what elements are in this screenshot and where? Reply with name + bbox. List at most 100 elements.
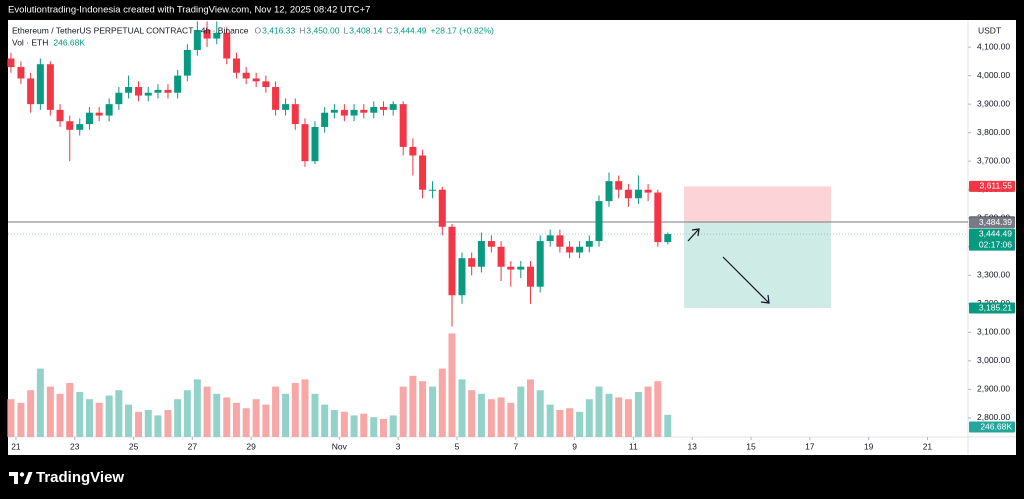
price-tag	[969, 217, 1015, 229]
candle-body	[76, 124, 84, 130]
candle-body	[174, 75, 182, 93]
candle-body	[203, 29, 211, 39]
y-tick-label: 3,800.00	[977, 127, 1010, 137]
candle-body	[399, 104, 407, 147]
candle-body	[46, 64, 54, 110]
candle-body	[576, 246, 584, 253]
candle-body	[311, 126, 319, 162]
volume-bar	[419, 381, 427, 437]
price-tags: 3,611.553,486.883,484.393,444.4902:17:06…	[969, 181, 1015, 433]
x-tick-label: 27	[188, 441, 198, 451]
candle-body	[330, 109, 338, 113]
candle-body	[301, 124, 309, 162]
candle-body	[585, 241, 593, 247]
top-bar-text: Evolutiontrading-Indonesia created with …	[8, 5, 370, 16]
x-tick-label: 3	[396, 441, 401, 451]
volume-bar	[399, 386, 407, 437]
candle-body	[526, 266, 534, 287]
y-tick-label: 3,000.00	[977, 355, 1010, 365]
candle-body	[164, 89, 172, 93]
volume-bar	[125, 404, 133, 437]
candle-body	[419, 155, 427, 190]
ohlc-key: H	[299, 25, 305, 35]
ohlc-key: O	[255, 25, 262, 35]
volume-bar	[350, 415, 358, 437]
price-tag-label: 3,611.55	[980, 181, 1013, 191]
volume-bar	[27, 390, 35, 437]
arrow-line	[687, 229, 699, 242]
countdown: 02:17:06	[979, 239, 1012, 249]
chart-background	[8, 20, 1016, 455]
candle-body	[487, 241, 495, 247]
volume-bar	[468, 390, 476, 437]
candle-body	[66, 121, 74, 130]
candle-body	[536, 241, 544, 287]
price-tag	[969, 180, 1015, 192]
candle-body	[262, 81, 270, 88]
volume-bar	[360, 413, 368, 437]
candle-body	[546, 235, 554, 242]
volume-bar	[477, 393, 485, 437]
candle-body	[644, 189, 652, 193]
volume-bar	[232, 402, 240, 437]
symbol-title: Ethereum / TetherUS PERPETUAL CONTRACT ·…	[12, 25, 249, 35]
x-tick-label: 15	[746, 441, 756, 451]
candle-body	[144, 92, 152, 96]
x-tick-label: 29	[246, 441, 256, 451]
volume-bar	[242, 408, 250, 437]
candle-body	[17, 67, 25, 79]
candle-body	[438, 189, 446, 227]
y-tick-label: 3,700.00	[977, 155, 1010, 165]
volume-bar	[85, 399, 93, 437]
volume-bar	[429, 386, 437, 437]
x-tick-label: 9	[572, 441, 577, 451]
candle-body	[389, 104, 397, 110]
candle-body	[232, 58, 240, 73]
volume-bar	[76, 392, 84, 437]
volume-bar	[105, 395, 113, 437]
y-tick-label: 4,000.00	[977, 70, 1010, 80]
candle-body	[252, 78, 260, 82]
volume-bar	[95, 402, 103, 437]
candle-body	[379, 106, 387, 110]
volume-bar	[174, 399, 182, 437]
volume-bar	[624, 399, 632, 437]
volume-bar	[213, 393, 221, 437]
candle-body	[85, 112, 93, 125]
volume-bar	[654, 381, 662, 437]
arrow-head	[760, 294, 770, 304]
change-value: +28.17 (+0.82%)	[431, 25, 494, 35]
volume-bar	[566, 408, 574, 437]
volume-bar	[56, 393, 64, 437]
volume-bar	[282, 393, 290, 437]
volume-bar	[321, 404, 329, 437]
volume-tag-label: 246.68K	[980, 421, 1012, 431]
candle-body	[566, 246, 574, 253]
candle-body	[448, 226, 456, 296]
candle-body	[507, 266, 515, 270]
y-tick-label: 2,900.00	[977, 384, 1010, 394]
x-tick-label: 23	[70, 441, 80, 451]
volume-bar	[497, 397, 505, 437]
candle-body	[242, 72, 250, 79]
price-tag-label: 3,484.39	[979, 217, 1012, 227]
candle-body	[135, 87, 143, 96]
candle-body	[497, 246, 505, 267]
candle-body	[95, 112, 103, 116]
candle-body	[634, 189, 642, 199]
x-tick-label: 21	[11, 441, 21, 451]
x-tick-label: 7	[513, 441, 518, 451]
y-tick-label: 2,800.00	[977, 412, 1010, 422]
volume-bar	[193, 379, 201, 437]
volume-bar	[644, 386, 652, 437]
candle-body	[517, 266, 525, 270]
candle-body	[272, 87, 280, 110]
x-tick-label: Nov	[332, 441, 348, 451]
volume-tag	[969, 421, 1015, 433]
volume-bar	[556, 410, 564, 437]
volume-bar	[115, 390, 123, 437]
y-tick-label: 4,100.00	[977, 41, 1010, 51]
ohlc-value: 3,450.00	[306, 25, 339, 35]
volume-bar	[7, 399, 15, 437]
